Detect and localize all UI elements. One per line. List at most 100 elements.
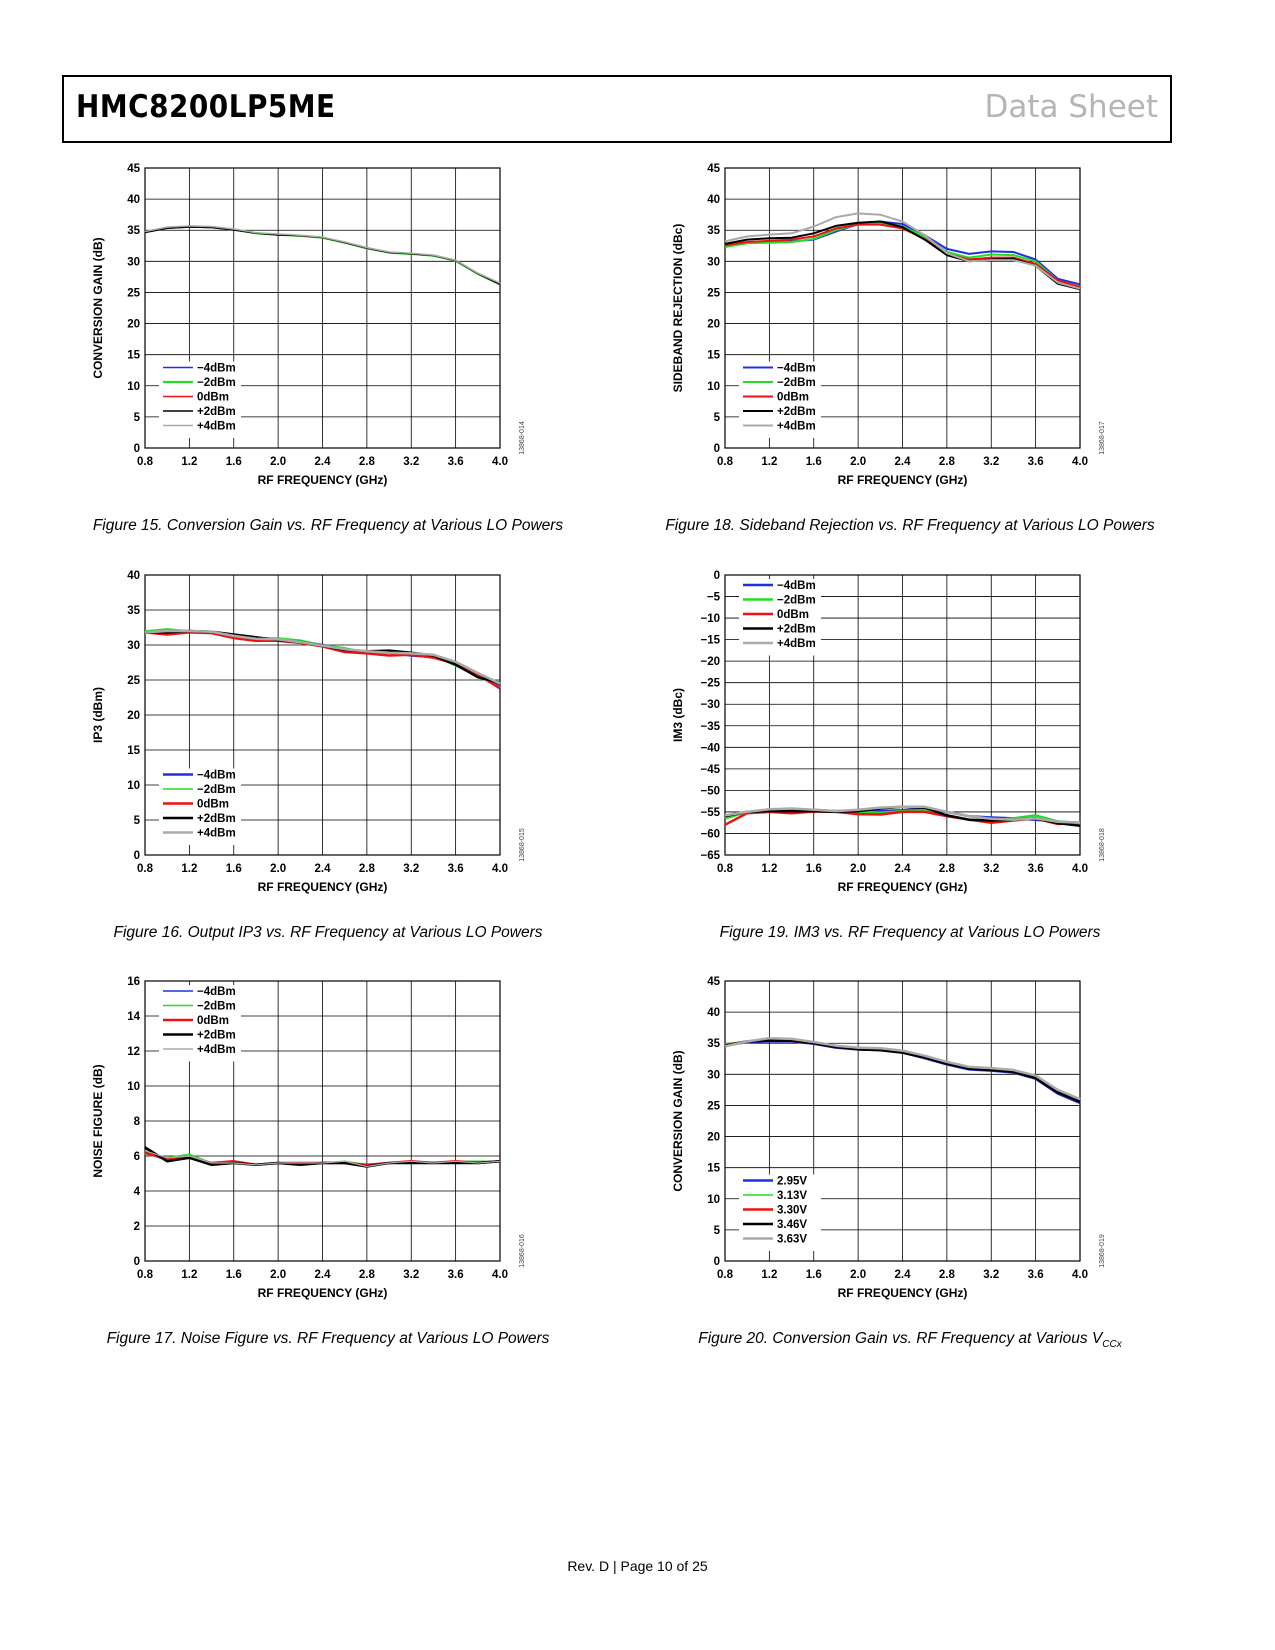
y-tick-label: −40 bbox=[700, 742, 720, 754]
legend-label: +4dBm bbox=[197, 421, 236, 433]
x-tick-label: 1.2 bbox=[181, 456, 197, 468]
series-line bbox=[724, 1036, 1081, 1101]
legend-label: −4dBm bbox=[197, 363, 236, 375]
y-tick-label: −15 bbox=[700, 635, 720, 647]
output-ip3-chart: 0.8 1.2 1.6 2.0 2.4 2.8 3.2 3.6 4.0 0 5 10 15 20 25 30 3… bbox=[91, 570, 526, 894]
y-tick-label: 4 bbox=[134, 1186, 141, 1198]
y-tick-label: −20 bbox=[700, 656, 720, 668]
figure-code: 13868-017 bbox=[1099, 421, 1106, 455]
y-tick-label: 15 bbox=[707, 1163, 720, 1175]
y-tick-label: 30 bbox=[127, 256, 140, 268]
y-tick-label: 14 bbox=[127, 1011, 140, 1023]
y-tick-label: 5 bbox=[714, 412, 721, 424]
x-tick-label: 2.0 bbox=[270, 863, 286, 875]
x-tick-label: 2.8 bbox=[939, 863, 956, 875]
x-tick-label: 1.6 bbox=[806, 863, 822, 875]
series-line bbox=[724, 1039, 1081, 1103]
conversion-gain-vcc-chart: 0.8 1.2 1.6 2.0 2.4 2.8 3.2 3.6 4.0 0 5 10 15 20 25 30 3… bbox=[671, 976, 1106, 1300]
y-axis-label: CONVERSION GAIN (dB) bbox=[91, 237, 105, 378]
plot-frame bbox=[144, 574, 501, 856]
y-tick-label: −60 bbox=[700, 828, 720, 840]
y-tick-label: 10 bbox=[127, 780, 140, 792]
x-axis-label: RF FREQUENCY (GHz) bbox=[838, 880, 968, 894]
x-axis-label: RF FREQUENCY (GHz) bbox=[258, 880, 388, 894]
figure-code: 13868-016 bbox=[519, 1234, 526, 1268]
y-tick-label: −5 bbox=[707, 592, 721, 604]
figure-code: 13868-018 bbox=[1099, 828, 1106, 862]
y-tick-label: 15 bbox=[707, 350, 720, 362]
figure-15: 0.8 1.2 1.6 2.0 2.4 2.8 3.2 3.6 4.0 0 5 10 15 20 25 30 3… bbox=[85, 160, 565, 500]
y-tick-label: 20 bbox=[127, 710, 140, 722]
y-tick-label: 5 bbox=[134, 412, 141, 424]
y-tick-label: 5 bbox=[714, 1225, 721, 1237]
x-tick-label: 1.2 bbox=[181, 863, 197, 875]
y-tick-label: 5 bbox=[134, 815, 141, 827]
y-tick-label: 20 bbox=[707, 1132, 720, 1144]
x-tick-label: 1.6 bbox=[806, 1269, 822, 1281]
figure-17: 0.8 1.2 1.6 2.0 2.4 2.8 3.2 3.6 4.0 0 2 4 6 8 10 12 14 16… bbox=[85, 973, 565, 1313]
legend-label: −4dBm bbox=[777, 580, 816, 592]
y-tick-label: 25 bbox=[707, 287, 720, 299]
series-line bbox=[724, 805, 1081, 824]
y-tick-label: 25 bbox=[127, 287, 140, 299]
x-tick-label: 3.2 bbox=[403, 1269, 419, 1281]
legend-label: +4dBm bbox=[197, 1044, 236, 1056]
plot-frame bbox=[724, 980, 1081, 1262]
legend-label: +4dBm bbox=[777, 421, 816, 433]
plot-frame bbox=[144, 167, 501, 449]
page-footer: Rev. D | Page 10 of 25 bbox=[567, 1558, 708, 1574]
y-tick-label: 12 bbox=[127, 1046, 140, 1058]
y-tick-label: 30 bbox=[707, 1069, 720, 1081]
figure-20: 0.8 1.2 1.6 2.0 2.4 2.8 3.2 3.6 4.0 0 5 10 15 20 25 30 3… bbox=[665, 973, 1145, 1313]
x-tick-label: 3.6 bbox=[1028, 456, 1044, 468]
y-axis-label: SIDEBAND REJECTION (dBc) bbox=[671, 224, 685, 393]
x-tick-label: 2.8 bbox=[939, 1269, 956, 1281]
x-tick-label: 3.2 bbox=[983, 863, 999, 875]
y-tick-label: 35 bbox=[127, 225, 140, 237]
x-tick-label: 3.2 bbox=[983, 1269, 999, 1281]
x-tick-label: 4.0 bbox=[492, 456, 508, 468]
y-tick-label: 30 bbox=[707, 256, 720, 268]
y-tick-label: 16 bbox=[127, 976, 140, 988]
conversion-gain-lo-chart: 0.8 1.2 1.6 2.0 2.4 2.8 3.2 3.6 4.0 0 5 10 15 20 25 30 3… bbox=[91, 163, 526, 487]
figure-16-caption: Figure 16. Output IP3 vs. RF Frequency a… bbox=[113, 924, 543, 941]
y-tick-label: 40 bbox=[127, 570, 140, 582]
y-axis-label: CONVERSION GAIN (dB) bbox=[671, 1050, 685, 1191]
figure-20-caption-subscript: CCx bbox=[1102, 1339, 1122, 1351]
figure-19-caption: Figure 19. IM3 vs. RF Frequency at Vario… bbox=[719, 924, 1101, 941]
legend-label: −4dBm bbox=[777, 363, 816, 375]
legend-label: 0dBm bbox=[197, 1015, 229, 1027]
x-tick-label: 4.0 bbox=[1072, 863, 1088, 875]
x-tick-label: 2.4 bbox=[315, 863, 332, 875]
y-tick-label: 45 bbox=[127, 163, 140, 175]
y-tick-label: 0 bbox=[714, 443, 720, 455]
y-tick-label: −35 bbox=[700, 721, 720, 733]
x-tick-label: 2.4 bbox=[315, 1269, 332, 1281]
x-tick-label: 2.8 bbox=[939, 456, 956, 468]
x-tick-label: 1.2 bbox=[761, 1269, 777, 1281]
y-tick-label: −50 bbox=[700, 785, 720, 797]
part-number: HMC8200LP5ME bbox=[76, 89, 336, 125]
figure-20-caption-text: Figure 20. Conversion Gain vs. RF Freque… bbox=[698, 1330, 1103, 1347]
legend-label: −2dBm bbox=[197, 377, 236, 389]
doc-type: Data Sheet bbox=[984, 89, 1159, 125]
y-tick-label: 8 bbox=[134, 1116, 141, 1128]
x-axis-label: RF FREQUENCY (GHz) bbox=[838, 473, 968, 487]
x-tick-label: 0.8 bbox=[717, 863, 734, 875]
x-tick-label: 1.6 bbox=[226, 456, 242, 468]
x-tick-label: 3.2 bbox=[403, 863, 419, 875]
plot-frame bbox=[724, 574, 1081, 856]
series-line bbox=[724, 223, 1081, 288]
plot-frame bbox=[144, 980, 501, 1262]
legend-label: 2.95V bbox=[777, 1176, 807, 1188]
x-tick-label: 2.4 bbox=[895, 863, 912, 875]
legend-label: 0dBm bbox=[197, 799, 229, 811]
x-tick-label: 3.2 bbox=[983, 456, 999, 468]
x-tick-label: 2.4 bbox=[895, 456, 912, 468]
x-axis-label: RF FREQUENCY (GHz) bbox=[258, 1286, 388, 1300]
y-tick-label: 2 bbox=[134, 1221, 140, 1233]
y-tick-label: 0 bbox=[134, 850, 140, 862]
x-tick-label: 4.0 bbox=[492, 1269, 508, 1281]
y-tick-label: 40 bbox=[707, 194, 720, 206]
y-tick-label: 10 bbox=[127, 1081, 140, 1093]
